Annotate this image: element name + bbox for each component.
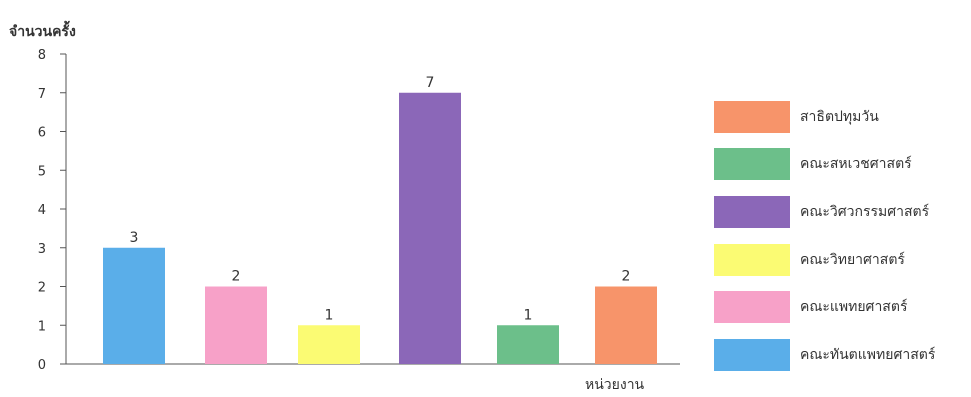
- bar-chart: จำนวนครั้ง 0 1 2 3 4 5 6 7 8 3 2 1 7 1 2 หน่วยงาน: [9, 20, 680, 393]
- legend-label: คณะทันตแพทยศาสตร์: [800, 346, 936, 363]
- bar-value-label: 1: [325, 307, 334, 323]
- y-tick-label: 2: [38, 281, 46, 296]
- bar: [103, 247, 165, 364]
- x-axis-title: หน่วยงาน: [585, 377, 645, 393]
- y-tick-label: 8: [38, 48, 46, 63]
- legend-item: คณะทันตแพทยศาสตร์: [714, 331, 969, 379]
- legend-swatch: [714, 100, 790, 133]
- y-tick-label: 6: [38, 126, 46, 141]
- y-axis-title: จำนวนครั้ง: [9, 20, 76, 40]
- y-tick-label: 4: [38, 203, 46, 218]
- legend-item: คณะวิทยาศาสตร์: [714, 236, 969, 284]
- bar-value-label: 2: [232, 269, 241, 285]
- y-tick-label: 3: [38, 242, 46, 257]
- legend-label: คณะวิทยาศาสตร์: [800, 251, 905, 268]
- bar: [497, 325, 559, 364]
- bar-value-label: 3: [130, 230, 139, 246]
- bar: [399, 92, 461, 364]
- legend-label: คณะแพทยศาสตร์: [800, 299, 908, 316]
- legend-label: คณะสหเวชศาสตร์: [800, 156, 912, 173]
- bar: [298, 325, 360, 364]
- legend: สาธิตปทุมวัน คณะสหเวชศาสตร์ คณะวิศวกรรมศ…: [714, 93, 969, 379]
- y-tick-label: 5: [38, 164, 46, 179]
- legend-item: สาธิตปทุมวัน: [714, 93, 969, 141]
- bar: [205, 286, 267, 364]
- bar-value-label: 2: [622, 269, 631, 285]
- legend-label: คณะวิศวกรรมศาสตร์: [800, 203, 930, 220]
- legend-label: สาธิตปทุมวัน: [800, 108, 879, 125]
- legend-swatch: [714, 338, 790, 371]
- legend-swatch: [714, 291, 790, 324]
- legend-item: คณะวิศวกรรมศาสตร์: [714, 188, 969, 236]
- bar-value-label: 1: [524, 307, 533, 323]
- legend-item: คณะสหเวชศาสตร์: [714, 141, 969, 189]
- y-tick-label: 7: [38, 87, 46, 102]
- y-tick-label: 0: [38, 358, 46, 373]
- legend-swatch: [714, 243, 790, 276]
- bar: [595, 286, 657, 364]
- y-tick-label: 1: [38, 319, 46, 334]
- legend-swatch: [714, 195, 790, 228]
- bar-value-label: 7: [426, 75, 435, 91]
- legend-swatch: [714, 148, 790, 181]
- legend-item: คณะแพทยศาสตร์: [714, 283, 969, 331]
